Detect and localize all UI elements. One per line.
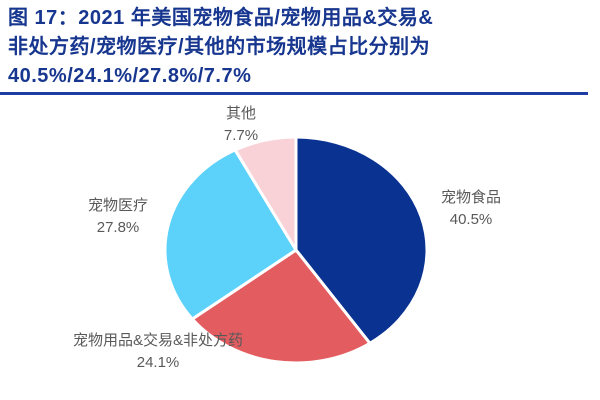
pie-slice-supplies-trade-otc (190, 248, 372, 365)
slice-label-other: 其他 7.7% (224, 103, 258, 147)
slice-label-pet-medical: 宠物医疗 27.8% (88, 195, 148, 239)
figure-title: 图 17：2021 年美国宠物食品/宠物用品&交易& 非处方药/宠物医疗/其他的… (8, 4, 592, 91)
title-underline (0, 92, 588, 95)
slice-label-other-name: 其他 (225, 105, 257, 122)
figure-title-line-2: 非处方药/宠物医疗/其他的市场规模占比分别为 (8, 36, 431, 58)
slice-label-pet-medical-name: 宠物医疗 (87, 197, 149, 214)
slice-label-pet-food-name: 宠物食品 (440, 189, 502, 206)
pie-slice-other (233, 135, 298, 252)
slice-label-supplies-trade-otc-pct: 24.1% (136, 354, 180, 371)
pie-slice-pet-food (294, 135, 429, 345)
slice-label-pet-medical-pct: 27.8% (96, 219, 140, 236)
slice-label-other-pct: 7.7% (223, 127, 259, 144)
pie-slice-pet-medical (163, 148, 298, 321)
slice-label-pet-food-pct: 40.5% (449, 211, 493, 228)
figure-title-line-1: 图 17：2021 年美国宠物食品/宠物用品&交易& (8, 7, 434, 29)
slice-label-pet-food: 宠物食品 40.5% (441, 187, 501, 231)
slice-label-supplies-trade-otc-name: 宠物用品&交易&非处方药 (72, 332, 244, 349)
figure-title-line-3: 40.5%/24.1%/27.8%/7.7% (8, 65, 252, 87)
slice-label-supplies-trade-otc: 宠物用品&交易&非处方药 24.1% (73, 330, 243, 374)
